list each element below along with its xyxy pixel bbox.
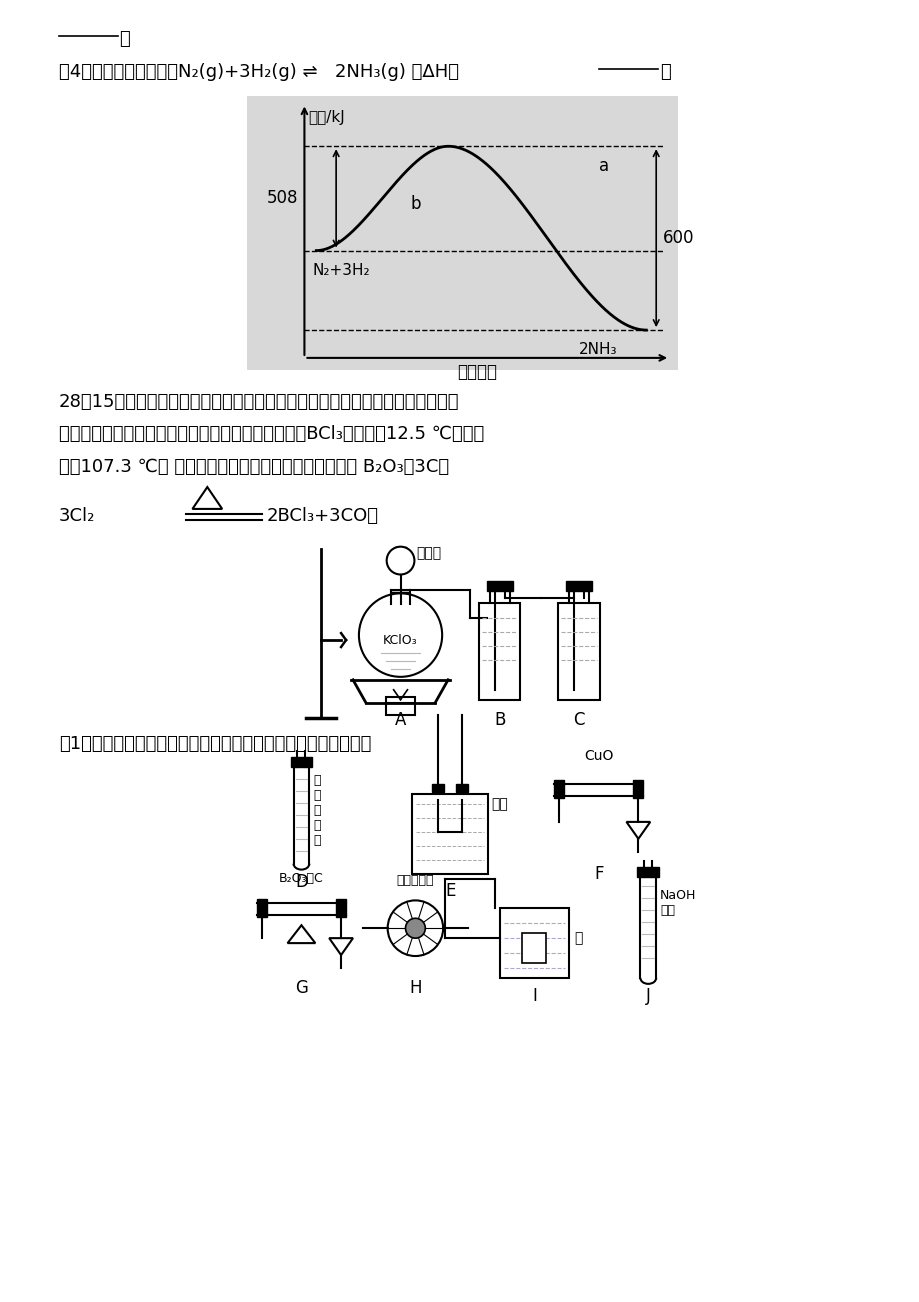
Circle shape: [405, 918, 425, 939]
Text: H: H: [409, 979, 421, 997]
Text: B: B: [494, 711, 505, 729]
Text: 水: 水: [573, 931, 582, 945]
Polygon shape: [329, 939, 353, 956]
Bar: [385, 697, 415, 715]
Text: D: D: [295, 872, 308, 891]
Text: 28（15分）三氯化硷是一种重要的化工原料，主要用作半导体硅的渗杂源或有机: 28（15分）三氯化硷是一种重要的化工原料，主要用作半导体硅的渗杂源或有机: [59, 393, 459, 410]
Text: 浓盐酸: 浓盐酸: [416, 547, 441, 561]
Text: 508: 508: [267, 189, 298, 207]
Bar: [412, 794, 487, 874]
Text: F: F: [594, 865, 603, 883]
Bar: [335, 900, 346, 918]
Circle shape: [386, 547, 414, 574]
Text: I: I: [531, 987, 536, 1005]
Text: b: b: [410, 195, 421, 214]
Bar: [486, 582, 512, 591]
Text: CuO: CuO: [584, 750, 613, 763]
Bar: [246, 95, 677, 370]
Text: 3Cl₂: 3Cl₂: [59, 506, 95, 525]
Text: 。: 。: [119, 30, 130, 48]
Text: 。: 。: [660, 62, 670, 81]
Text: B₂O₃和C: B₂O₃和C: [278, 872, 323, 885]
Bar: [290, 758, 312, 767]
Bar: [256, 900, 267, 918]
Text: E: E: [445, 883, 455, 901]
Text: 冰水: 冰水: [491, 797, 508, 811]
Text: NaOH
溶液: NaOH 溶液: [660, 889, 696, 918]
Text: KClO₃: KClO₃: [383, 634, 417, 647]
Bar: [565, 582, 591, 591]
Text: 2NH₃: 2NH₃: [578, 342, 617, 358]
Text: N₂+3H₂: N₂+3H₂: [312, 263, 369, 277]
Text: J: J: [645, 987, 650, 1005]
Bar: [499, 909, 568, 978]
Circle shape: [358, 594, 442, 677]
Circle shape: [387, 901, 443, 956]
Text: （1）甲组同学拟用下列装置制备干燥纯净的氯气（不用收集）：: （1）甲组同学拟用下列装置制备干燥纯净的氯气（不用收集）：: [59, 736, 370, 754]
Text: 澄
清
石
灰
水: 澄 清 石 灰 水: [313, 775, 321, 848]
Text: 合成催化剂，还用于高纯祷或有机祷的制取。已知：BCl₃的沸点为12.5 ℃，熔点: 合成催化剂，还用于高纯祷或有机祷的制取。已知：BCl₃的沸点为12.5 ℃，熔点: [59, 426, 483, 444]
Text: 为－107.3 ℃， 易潮解。实验室制备三氯化硷的原理为 B₂O₃＋3C＋: 为－107.3 ℃， 易潮解。实验室制备三氯化硷的原理为 B₂O₃＋3C＋: [59, 458, 448, 477]
Text: A: A: [394, 711, 406, 729]
Bar: [637, 867, 658, 876]
Bar: [522, 934, 546, 963]
Bar: [632, 780, 642, 798]
Text: a: a: [598, 158, 608, 176]
Text: 无水氯化馒: 无水氯化馒: [396, 874, 434, 887]
Text: 能量/kJ: 能量/kJ: [308, 109, 345, 125]
Text: 600: 600: [663, 229, 694, 246]
Text: 反应过程: 反应过程: [457, 363, 496, 380]
Bar: [432, 784, 444, 792]
Text: 2BCl₃+3CO。: 2BCl₃+3CO。: [267, 506, 379, 525]
Bar: [553, 780, 563, 798]
Text: （4）如图所示，可知该N₂(g)+3H₂(g) ⇌   2NH₃(g) 的ΔH为: （4）如图所示，可知该N₂(g)+3H₂(g) ⇌ 2NH₃(g) 的ΔH为: [59, 62, 459, 81]
Text: G: G: [295, 979, 308, 997]
Polygon shape: [626, 822, 650, 838]
Bar: [456, 784, 468, 792]
Bar: [558, 603, 599, 699]
Text: C: C: [573, 711, 584, 729]
Bar: [478, 603, 520, 699]
